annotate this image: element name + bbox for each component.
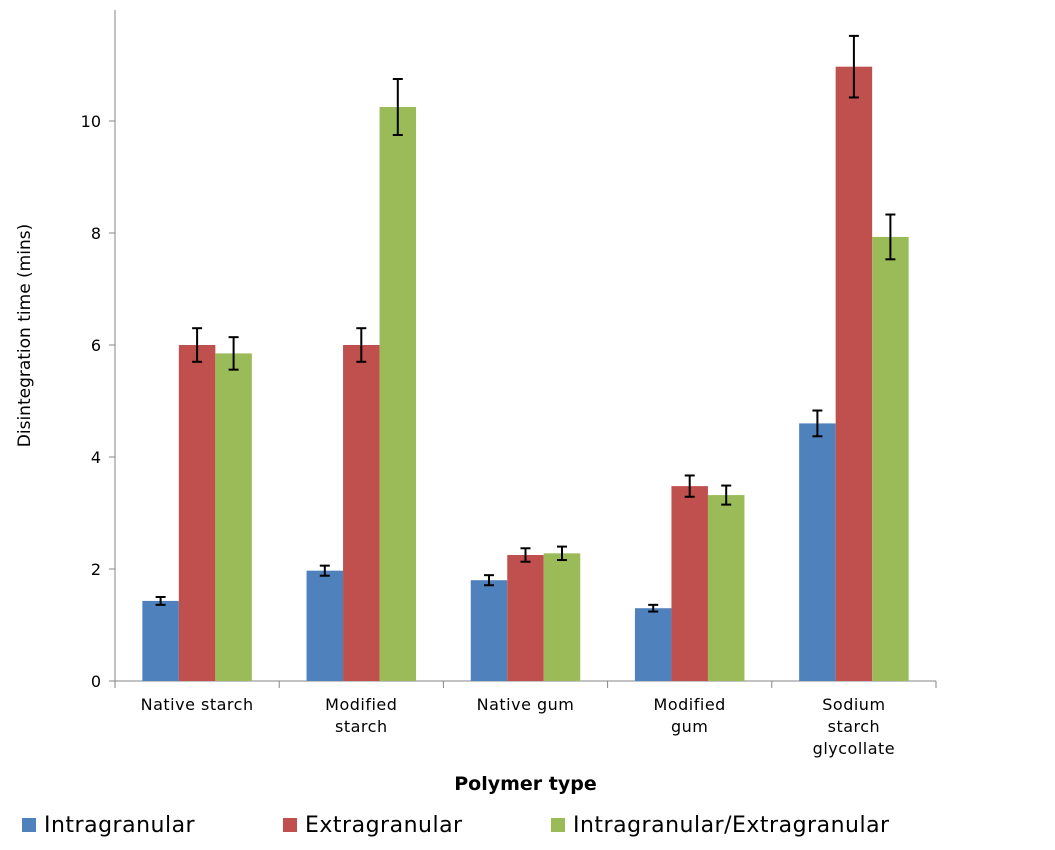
labels-layer: 0 2 4 6 8 10 Native starch Modified starch Native…: [81, 112, 895, 758]
y-tick-label: 4: [91, 448, 101, 467]
bar: [306, 570, 344, 681]
bar: [634, 608, 672, 681]
bars-layer: [142, 66, 909, 682]
y-tick-label: 2: [91, 560, 101, 579]
bar: [379, 107, 417, 681]
bar: [142, 600, 179, 681]
x-tick-label: Modified starch: [325, 695, 397, 736]
bar: [799, 423, 836, 681]
y-tick-label: 10: [81, 112, 101, 131]
y-tick-label: 6: [91, 336, 101, 355]
bar: [671, 486, 708, 681]
legend-swatch: [283, 818, 297, 832]
bar: [507, 555, 544, 681]
legend-swatch: [22, 818, 36, 832]
bar: [178, 345, 216, 681]
x-axis-title: Polymer type: [454, 773, 597, 795]
legend-label: Intragranular/Extragranular: [573, 813, 890, 838]
legend-swatch: [551, 818, 565, 832]
bar: [543, 553, 581, 681]
bar: [707, 495, 745, 681]
bar: [470, 580, 508, 681]
bar: [872, 236, 909, 682]
legend: Intragranular Extragranular Intragranular/…: [22, 813, 890, 838]
y-tick-label: 8: [91, 224, 101, 243]
x-tick-label: Native starch: [141, 695, 254, 714]
legend-label: Intragranular: [44, 813, 196, 838]
x-tick-label: Sodium starch glycollate: [813, 695, 895, 758]
bar: [343, 345, 380, 681]
bar: [835, 66, 873, 682]
legend-label: Extragranular: [305, 813, 463, 838]
bar: [215, 353, 252, 681]
error-bars-layer: [155, 34, 896, 613]
y-tick-label: 0: [91, 672, 101, 691]
x-tick-label: Native gum: [477, 695, 575, 714]
x-tick-label: Modified gum: [654, 695, 726, 736]
y-axis-title: Disintegration time (mins): [15, 224, 35, 447]
